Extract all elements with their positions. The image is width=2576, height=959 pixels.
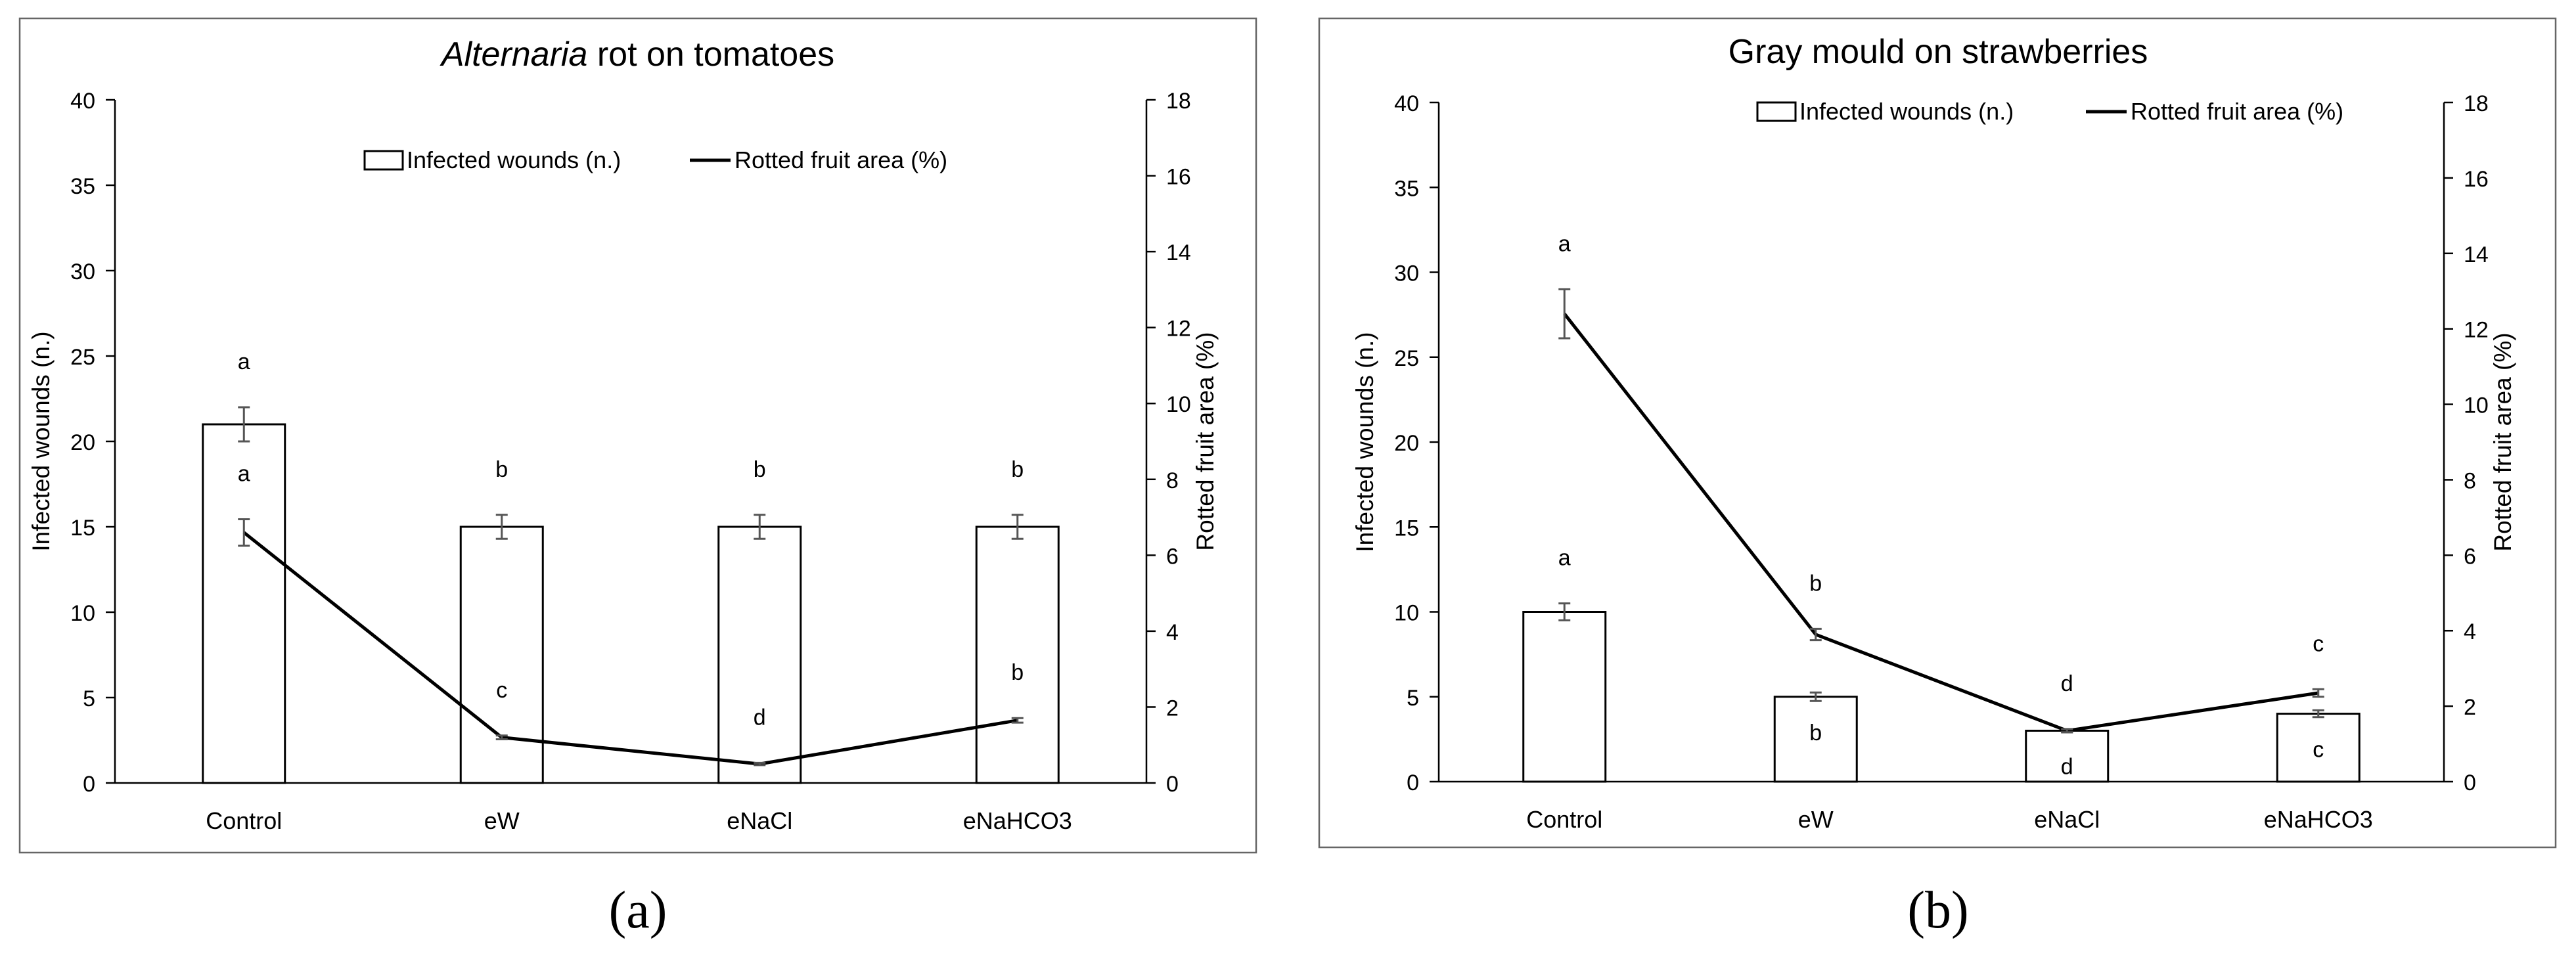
- y2-tick-label: 16: [1166, 165, 1191, 190]
- y-tick-label: 20: [70, 430, 95, 455]
- y2-tick-label: 8: [2464, 468, 2476, 493]
- line-letter-label: b: [1011, 660, 1024, 685]
- bar-letter-label: c: [2313, 738, 2324, 763]
- bar-letter-label: b: [1809, 721, 1822, 746]
- x-tick-label: eNaCl: [727, 807, 792, 834]
- panel-a-title: Alternaria rot on tomatoes: [440, 35, 834, 74]
- line-letter-label: a: [1558, 231, 1571, 256]
- panel-b-caption: (b): [1907, 881, 1968, 939]
- y-tick-label: 5: [1407, 686, 1419, 711]
- y-tick-label: 40: [70, 89, 95, 114]
- y2-tick-label: 8: [1166, 468, 1179, 493]
- legend-line-label: Rotted fruit area (%): [2131, 98, 2343, 125]
- panel-a: Alternaria rot on tomatoes 0510152025303…: [18, 17, 1257, 939]
- y2-axis-label: Rotted fruit area (%): [1192, 332, 1219, 550]
- y-tick-label: 35: [1394, 176, 1419, 201]
- bar: [1522, 611, 1607, 783]
- x-tick-label: eW: [1798, 806, 1834, 833]
- panel-b-frame: [1318, 17, 2557, 849]
- y-tick-label: 10: [70, 601, 95, 626]
- legend-bar-label: Infected wounds (n.): [1799, 98, 2014, 125]
- y-tick-label: 0: [83, 772, 95, 797]
- legend-bar-swatch: [363, 150, 404, 171]
- y2-tick-label: 14: [2464, 242, 2489, 267]
- x-tick-label: eNaCl: [2034, 806, 2100, 833]
- line-letter-label: d: [754, 705, 766, 730]
- y-tick-label: 40: [1394, 91, 1419, 116]
- line-series: [242, 531, 1018, 766]
- line-letter-label: d: [2061, 671, 2073, 696]
- line-letter-label: c: [496, 678, 507, 703]
- y-tick-label: 5: [83, 686, 95, 711]
- y2-tick-label: 2: [2464, 695, 2476, 720]
- y-tick-label: 25: [1394, 346, 1419, 371]
- y2-tick-label: 4: [2464, 619, 2476, 644]
- y-tick-label: 25: [70, 345, 95, 370]
- legend-bar-label: Infected wounds (n.): [407, 146, 621, 173]
- y2-tick-label: 6: [2464, 544, 2476, 569]
- y-tick-label: 20: [1394, 431, 1419, 456]
- bar-letter-label: a: [238, 349, 250, 374]
- line-letter-label: a: [238, 461, 250, 486]
- y-tick-label: 30: [70, 259, 95, 284]
- panel-b-title: Gray mould on strawberries: [1729, 33, 2148, 71]
- panel-a-caption: (a): [609, 881, 667, 939]
- panel-b-plot: 0 5 10 15 20 25 30 35 40 0 2 4 6 8 10 12 14 16 18 Infected …: [1351, 91, 2516, 833]
- y2-tick-label: 6: [1166, 544, 1179, 569]
- y2-tick-label: 16: [2464, 167, 2489, 192]
- y2-tick-label: 0: [2464, 770, 2476, 795]
- legend: Infected wounds (n.) Rotted fruit area (%…: [1756, 98, 2343, 125]
- bar-letter-label: b: [495, 457, 508, 482]
- y-tick-label: 15: [1394, 516, 1419, 541]
- x-tick-label: eNaHCO3: [2264, 806, 2373, 833]
- y2-tick-label: 10: [2464, 393, 2489, 418]
- bar-letter-label: b: [754, 457, 766, 482]
- y-axis-label: Infected wounds (n.): [28, 331, 55, 551]
- y-tick-label: 15: [70, 516, 95, 541]
- x-tick-label: eW: [484, 807, 520, 834]
- bar: [975, 525, 1060, 784]
- legend: Infected wounds (n.) Rotted fruit area (%…: [363, 146, 947, 173]
- y2-tick-label: 0: [1166, 772, 1179, 797]
- bar: [202, 423, 286, 784]
- bar: [459, 525, 544, 784]
- y2-tick-label: 10: [1166, 392, 1191, 417]
- legend-line-label: Rotted fruit area (%): [734, 146, 947, 173]
- y-tick-label: 10: [1394, 601, 1419, 626]
- panel-b: Gray mould on strawberries 0510152025303…: [1318, 17, 2557, 939]
- y-tick-label: 35: [70, 174, 95, 199]
- y2-tick-label: 18: [2464, 91, 2489, 116]
- y2-tick-label: 18: [1166, 89, 1191, 114]
- y-tick-label: 0: [1407, 770, 1419, 795]
- bar: [717, 525, 802, 784]
- y2-tick-label: 4: [1166, 620, 1179, 645]
- bar-letter-label: b: [1011, 457, 1024, 482]
- y2-tick-label: 12: [2464, 318, 2489, 343]
- y2-axis-label: Rotted fruit area (%): [2489, 332, 2516, 551]
- line-series: [1563, 313, 2319, 733]
- bar-letter-label: d: [2061, 754, 2073, 779]
- line-letter-label: b: [1809, 571, 1822, 596]
- x-tick-label: eNaHCO3: [963, 807, 1072, 834]
- panel-a-plot: 0 5 10 15 20 25 30 35 40 0 2 4 6 8 10 12 14 16 18 Infected …: [28, 89, 1219, 834]
- line-letter-label: c: [2313, 631, 2324, 656]
- bar: [1773, 696, 1858, 783]
- y-tick-label: 30: [1394, 261, 1419, 286]
- x-tick-label: Control: [1526, 806, 1602, 833]
- y2-tick-label: 12: [1166, 317, 1191, 342]
- y2-tick-label: 2: [1166, 696, 1179, 721]
- legend-bar-swatch: [1756, 101, 1797, 122]
- y-axis-label: Infected wounds (n.): [1351, 332, 1378, 552]
- y2-tick-label: 14: [1166, 240, 1191, 265]
- bar-letter-label: a: [1558, 546, 1571, 571]
- x-tick-label: Control: [206, 807, 282, 834]
